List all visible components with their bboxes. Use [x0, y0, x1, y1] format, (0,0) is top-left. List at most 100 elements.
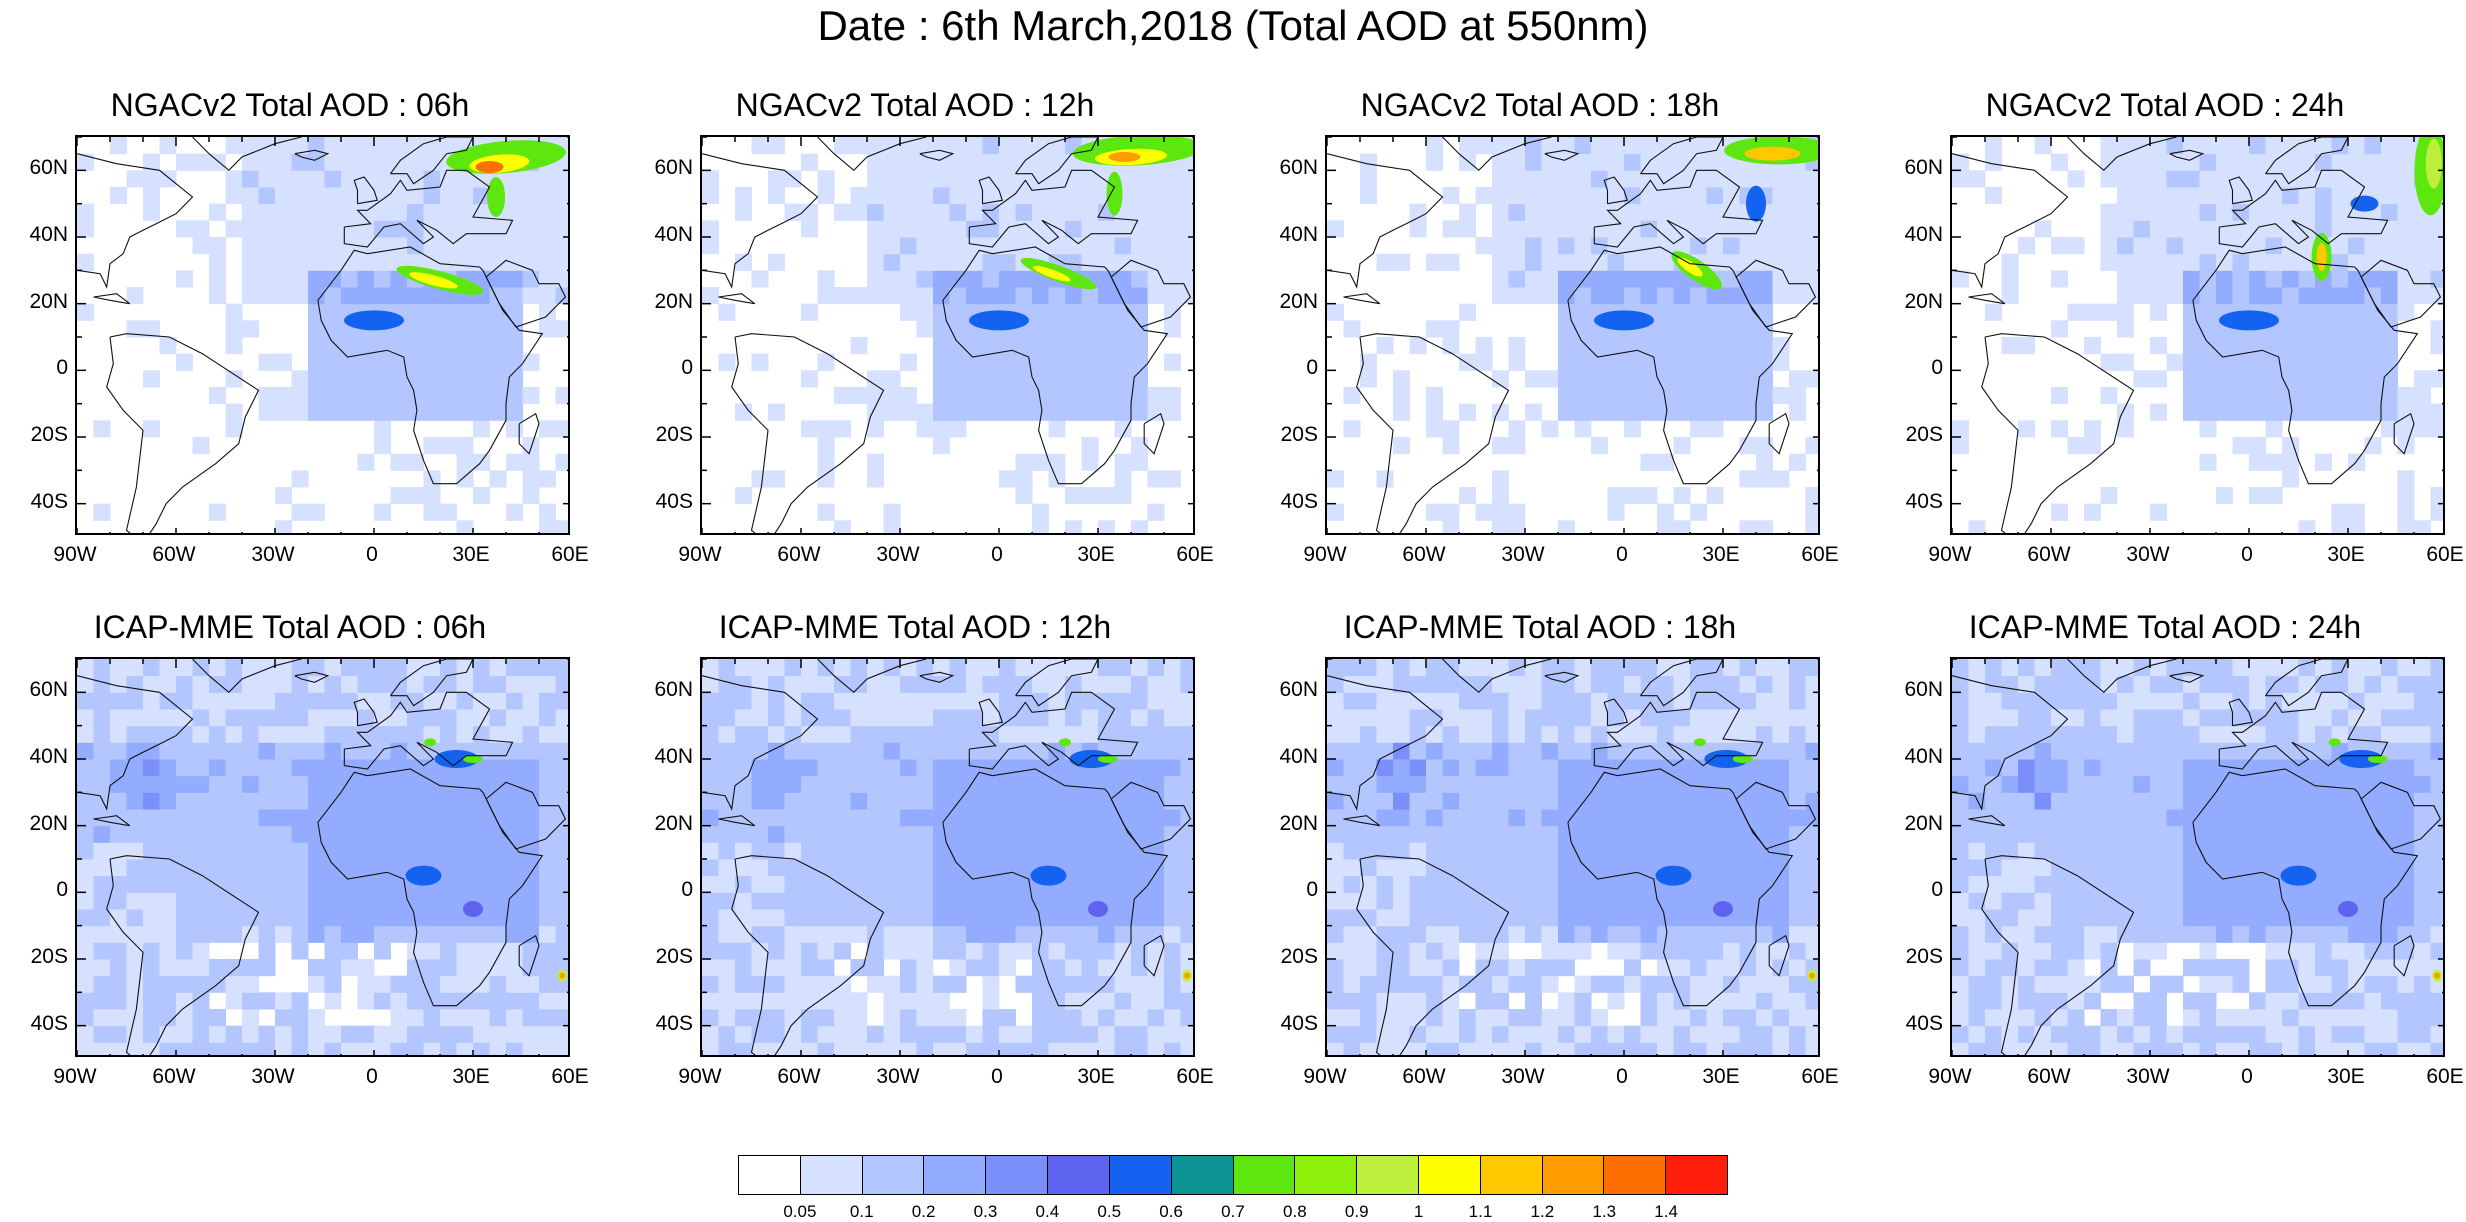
lon-tick-label: 60E [2426, 1065, 2464, 1088]
colorbar-label: 1.3 [1592, 1202, 1617, 1221]
lat-tick-label: 20N [1904, 289, 1943, 313]
lon-tick-label: 90W [1928, 1065, 1972, 1088]
lon-tick-label: 60E [551, 1065, 589, 1088]
aod-plumes [2219, 137, 2443, 331]
colorbar-box [1418, 1156, 1481, 1194]
lon-tick-label: 90W [53, 543, 97, 566]
lon-tick-label: 60W [1402, 1065, 1446, 1088]
lon-tick-label: 0 [2241, 1065, 2253, 1088]
colorbar-label: 0.4 [1035, 1202, 1060, 1221]
panel-title: NGACv2 Total AOD : 24h [1985, 87, 2345, 123]
lon-tick-label: 30W [251, 543, 295, 566]
aod-field [77, 137, 568, 533]
lat-tick-label: 20N [654, 811, 693, 835]
aod-plumes [2280, 738, 2443, 982]
map-panel-ngac-24h: NGACv2 Total AOD : 24h 60N 40N 20N 0 20S 40S 90… [1875, 85, 2463, 645]
lat-tick-label: 20N [29, 289, 68, 313]
lat-tick-label: 20S [1905, 945, 1943, 968]
lon-tick-label: 60W [2027, 543, 2071, 566]
axis-ticks [1327, 659, 1818, 1055]
colorbar-box [862, 1156, 925, 1194]
aod-field [1327, 659, 1818, 1055]
lat-tick-label: 40S [30, 489, 68, 513]
aod-map [1325, 135, 1820, 535]
lat-tick-label: 40S [1905, 1011, 1943, 1035]
colorbar-box [1357, 1156, 1419, 1194]
map-panel-ngac-18h: NGACv2 Total AOD : 18h 60N 40N 20N 0 20S 40S 90… [1250, 85, 1838, 645]
lat-tick-label: 0 [681, 356, 693, 380]
colorbar-box [1666, 1156, 1727, 1194]
lon-tick-label: 30W [876, 543, 920, 566]
aod-plumes [1655, 738, 1818, 982]
lon-tick-label: 90W [1928, 543, 1972, 566]
lon-tick-label: 30E [1702, 543, 1740, 566]
colorbar-label: 1.2 [1530, 1202, 1555, 1221]
colorbar-box [1295, 1156, 1358, 1194]
lat-tick-label: 40N [1904, 745, 1943, 768]
lat-tick-label: 20N [29, 811, 68, 835]
lon-tick-label: 30E [452, 543, 490, 566]
lat-tick-label: 40S [1280, 489, 1318, 513]
lat-tick-label: 20S [30, 423, 68, 446]
aod-map [75, 135, 570, 535]
aod-map [1950, 657, 2445, 1057]
colorbar-box [1171, 1156, 1234, 1194]
map-panel-ngac-12h: NGACv2 Total AOD : 12h 60N 40N 20N 0 20S 40S 90… [625, 85, 1213, 645]
colorbar-label: 1.1 [1468, 1202, 1493, 1221]
colorbar-box [1048, 1156, 1110, 1194]
lon-tick-label: 60W [152, 1065, 196, 1088]
panel-title: NGACv2 Total AOD : 12h [735, 87, 1095, 123]
lon-tick-label: 30E [452, 1065, 490, 1088]
lat-tick-label: 40S [30, 1011, 68, 1035]
map-panel-icap-12h: ICAP-MME Total AOD : 12h 60N 40N 20N 0 20S 40S… [625, 607, 1213, 1167]
lon-tick-label: 30W [251, 1065, 295, 1088]
lat-tick-label: 60N [654, 678, 693, 702]
lat-tick-label: 60N [1279, 678, 1318, 702]
map-panel-ngac-6h: NGACv2 Total AOD : 06h 60N 40N 20N 0 20S 40S 90… [0, 85, 588, 645]
lat-tick-label: 40N [654, 745, 693, 768]
axis-ticks [702, 137, 1193, 533]
map-canvas [702, 659, 1193, 1055]
colorbar-box [1542, 1156, 1605, 1194]
lon-tick-label: 0 [366, 1065, 378, 1088]
panel-title: ICAP-MME Total AOD : 24h [1968, 609, 2362, 645]
colorbar-box [986, 1156, 1049, 1194]
lat-tick-label: 20S [1905, 423, 1943, 446]
axis-ticks [1952, 137, 2443, 533]
coastlines [1327, 137, 1817, 533]
colorbar-label: 0.8 [1283, 1202, 1307, 1221]
colorbar-label: 0.2 [911, 1202, 936, 1221]
lat-tick-label: 20N [1904, 811, 1943, 835]
lon-tick-label: 30E [1077, 1065, 1115, 1088]
lat-tick-label: 60N [29, 156, 68, 180]
lat-tick-label: 40S [1905, 489, 1943, 513]
map-canvas [1327, 659, 1818, 1055]
lon-tick-label: 60W [2027, 1065, 2071, 1088]
lat-tick-label: 40N [1904, 223, 1943, 246]
aod-plumes [969, 137, 1193, 331]
colorbar-box [1480, 1156, 1543, 1194]
colorbar-label: 0.9 [1344, 1202, 1369, 1221]
map-panel-icap-18h: ICAP-MME Total AOD : 18h 60N 40N 20N 0 20S 40S… [1250, 607, 1838, 1167]
lon-tick-label: 30W [2126, 1065, 2170, 1088]
lon-tick-label: 60W [152, 543, 196, 566]
lon-tick-label: 30E [1077, 543, 1115, 566]
map-canvas [77, 659, 568, 1055]
lon-tick-label: 60E [1176, 1065, 1214, 1088]
axis-ticks [77, 137, 568, 533]
panel-title: ICAP-MME Total AOD : 06h [93, 609, 487, 645]
lon-tick-label: 60E [2426, 543, 2464, 566]
colorbar-box [1604, 1156, 1667, 1194]
aod-field [702, 659, 1193, 1055]
lat-tick-label: 0 [56, 878, 68, 902]
map-panel-icap-24h: ICAP-MME Total AOD : 24h 60N 40N 20N 0 20S 40S… [1875, 607, 2463, 1167]
coastlines [77, 659, 567, 1055]
aod-map [75, 657, 570, 1057]
coastlines [702, 137, 1192, 533]
lat-tick-label: 0 [1306, 356, 1318, 380]
lon-tick-label: 30E [1702, 1065, 1740, 1088]
lon-tick-label: 0 [1616, 543, 1628, 566]
lon-tick-label: 60E [551, 543, 589, 566]
lat-tick-label: 40N [1279, 745, 1318, 768]
lon-tick-label: 90W [1303, 543, 1347, 566]
